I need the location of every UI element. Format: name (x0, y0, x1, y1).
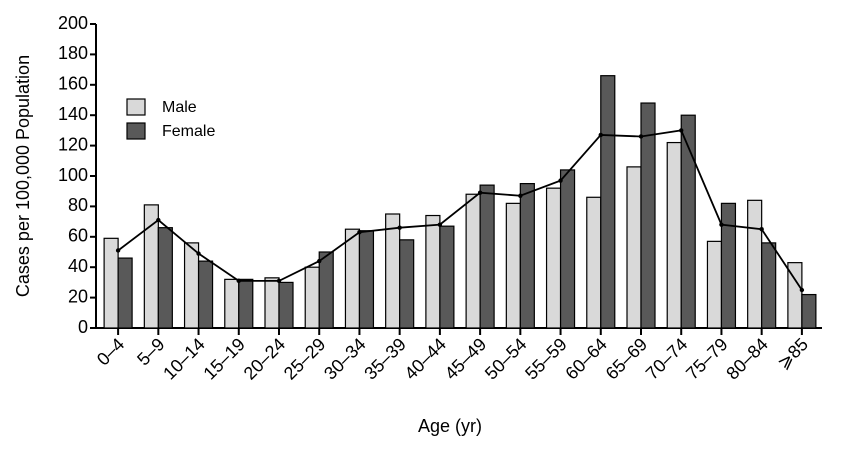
x-tick-label: 20–24 (240, 334, 290, 384)
bar (344, 228, 361, 329)
bar (318, 251, 334, 329)
line-point (437, 222, 443, 227)
bar (720, 202, 737, 329)
y-axis-label: Cases per 100,000 Population (13, 55, 33, 297)
bar (545, 187, 562, 329)
legend-swatch (126, 122, 146, 140)
x-tick-label: ⩾85 (773, 334, 812, 373)
bar (358, 230, 375, 329)
x-tick-label: 50–54 (481, 334, 531, 384)
bar (640, 102, 656, 329)
bar (304, 266, 320, 329)
line-point (679, 128, 684, 133)
line-point (196, 251, 201, 256)
y-tick-label: 200 (58, 13, 88, 33)
x-tick-label: 0–4 (93, 334, 128, 369)
x-tick-label: 30–34 (320, 334, 370, 384)
bar (117, 257, 133, 329)
x-axis-label: Age (yr) (418, 416, 482, 436)
bar (238, 278, 254, 329)
y-tick-label: 0 (78, 317, 88, 337)
x-tick-label: 55–59 (521, 334, 571, 384)
bar (559, 169, 576, 329)
line-point (719, 222, 724, 227)
bar (706, 240, 723, 329)
line-point (759, 227, 764, 232)
bar (801, 293, 817, 329)
line-point (357, 230, 362, 235)
x-tick-label: 60–64 (561, 334, 611, 384)
bar (666, 141, 682, 329)
x-tick-label: 15–19 (199, 334, 249, 384)
line-point (276, 278, 282, 284)
bar (600, 75, 616, 329)
y-tick-label: 20 (68, 286, 88, 306)
line-point (397, 225, 402, 230)
bar (399, 239, 415, 329)
bar (465, 193, 481, 329)
bar (224, 278, 240, 329)
line-point (115, 248, 121, 253)
y-tick-label: 100 (58, 165, 88, 185)
x-tick-label: 45–49 (441, 334, 491, 384)
x-tick-label: 10–14 (159, 334, 209, 384)
y-tick-label: 120 (58, 134, 88, 154)
legend-label: Male (162, 99, 197, 116)
line-point (236, 278, 241, 284)
bar (278, 281, 294, 329)
line-point (638, 134, 644, 139)
y-tick-label: 60 (68, 226, 88, 246)
x-tick-label: 35–39 (360, 334, 410, 384)
bar (519, 183, 535, 329)
y-tick-label: 80 (68, 195, 88, 215)
line-point (598, 132, 603, 138)
bar (103, 237, 119, 329)
bar (183, 242, 200, 329)
bar (143, 204, 159, 329)
y-tick-label: 180 (58, 43, 88, 63)
x-tick-label: 25–29 (280, 334, 330, 384)
x-tick-label: 70–74 (642, 334, 692, 384)
x-tick-label: 80–84 (722, 334, 772, 384)
legend-swatch (126, 98, 146, 116)
line-point (518, 193, 523, 198)
bar (505, 202, 521, 329)
y-tick-label: 140 (58, 104, 88, 124)
line-point (317, 258, 322, 264)
bar (680, 114, 696, 329)
bar (626, 166, 642, 329)
bar (264, 277, 280, 329)
bar (586, 196, 602, 329)
legend-label: Female (162, 123, 215, 140)
bar (197, 260, 214, 329)
total-line (117, 129, 803, 291)
bar (425, 214, 441, 329)
bar (479, 184, 495, 329)
bar (761, 242, 777, 329)
y-tick-label: 160 (58, 74, 88, 94)
line-point (799, 287, 805, 293)
bar (747, 199, 763, 329)
x-tick-label: 65–69 (602, 334, 652, 384)
x-tick-label: 75–79 (682, 334, 732, 384)
y-tick-label: 40 (68, 256, 88, 276)
line-point (558, 178, 563, 183)
bar (385, 213, 401, 329)
line-point (156, 217, 161, 223)
x-tick-label: 40–44 (401, 334, 451, 384)
line-point (477, 190, 483, 195)
bar (157, 227, 173, 329)
bar (439, 225, 455, 329)
